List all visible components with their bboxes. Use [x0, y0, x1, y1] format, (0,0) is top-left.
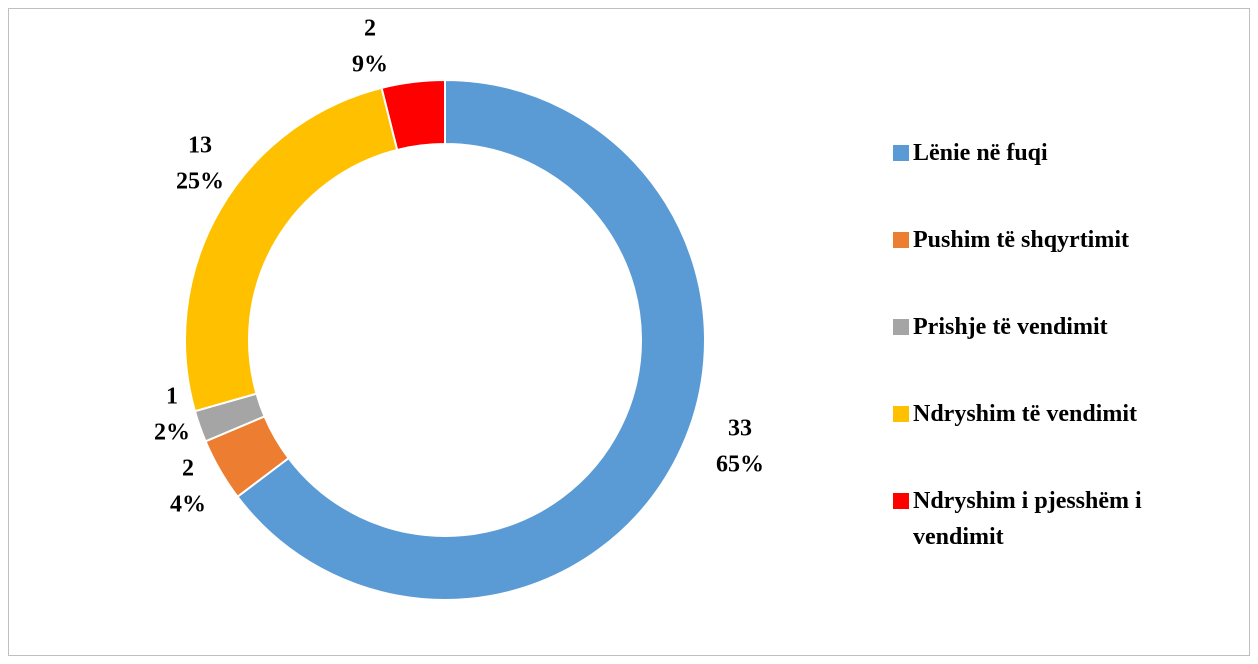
- legend-item: Ndryshim të vendimit: [893, 396, 1233, 483]
- legend-label: Ndryshim i pjesshëm i vendimit: [913, 488, 1142, 550]
- data-label-value: 2: [182, 456, 194, 482]
- donut-slice: [380, 78, 446, 152]
- data-label-percent: 9%: [352, 52, 388, 78]
- data-label-value: 33: [728, 416, 752, 442]
- legend-swatch: [893, 406, 909, 422]
- data-label-value: 1: [166, 384, 178, 410]
- data-label-value: 13: [188, 133, 212, 159]
- donut-slice: [236, 78, 706, 601]
- legend: Lënie në fuqi Pushim të shqyrtimit Prishje…: [893, 135, 1233, 570]
- legend-item: Lënie në fuqi: [893, 135, 1233, 222]
- legend-label: Lënie në fuqi: [913, 140, 1048, 166]
- data-label-percent: 65%: [716, 452, 764, 478]
- legend-swatch: [893, 319, 909, 335]
- data-label-percent: 2%: [154, 420, 190, 446]
- legend-label: Ndryshim të vendimit: [913, 401, 1137, 427]
- legend-item: Ndryshim i pjesshëm i vendimit: [893, 483, 1233, 570]
- legend-swatch: [893, 232, 909, 248]
- legend-label: Pushim të shqyrtimit: [913, 227, 1129, 253]
- data-label-value: 2: [364, 16, 376, 42]
- data-label-percent: 4%: [170, 492, 206, 518]
- legend-item: Prishje të vendimit: [893, 309, 1233, 396]
- legend-swatch: [893, 493, 909, 509]
- data-label-percent: 25%: [176, 169, 224, 195]
- legend-item: Pushim të shqyrtimit: [893, 222, 1233, 309]
- legend-swatch: [893, 145, 909, 161]
- legend-label: Prishje të vendimit: [913, 314, 1108, 340]
